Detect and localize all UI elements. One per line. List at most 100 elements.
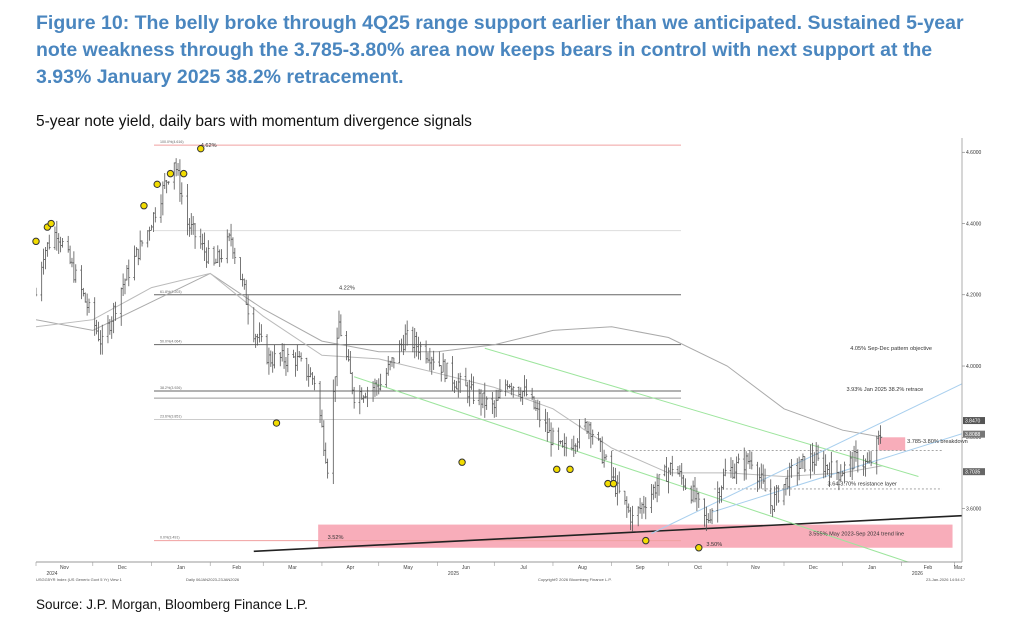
x-axis: Nov Dec Jan Feb Mar Apr May Jun Jul Aug Sep Oct Nov D… <box>35 562 963 577</box>
ohlc-bar <box>551 427 555 446</box>
annotation-5: 3.93% Jan 2025 38.2% retrace <box>846 387 923 393</box>
y-tick-label-2: 4.2000 <box>966 293 982 299</box>
divergence-signal-3 <box>140 201 148 210</box>
divergence-signal-8 <box>272 419 281 427</box>
ohlc-bar <box>61 237 64 248</box>
ohlc-bar <box>154 207 157 223</box>
x-month-label-16: Mar <box>954 565 963 571</box>
ohlc-bar <box>684 478 687 491</box>
x-month-label-11: Oct <box>694 565 702 571</box>
ohlc-bar <box>777 485 780 503</box>
annotation-0: 4.62% <box>201 143 217 149</box>
x-month-label-15: Feb <box>924 565 933 571</box>
ohlc-bar <box>564 436 568 457</box>
figure-title: Figure 10: The belly broke through 4Q25 … <box>36 12 964 88</box>
ohlc-bar <box>710 508 714 525</box>
ohlc-bar <box>47 234 51 250</box>
x-month-label-7: Jun <box>462 565 470 571</box>
ohlc-bar <box>670 455 674 477</box>
ohlc-bar <box>193 223 197 249</box>
ohlc-bar <box>87 298 91 313</box>
x-year-label-1: 2025 <box>448 571 459 577</box>
ohlc-bar <box>366 386 369 408</box>
annotation-4: 4.05% Sep-Dec pattern objective <box>850 346 932 352</box>
ohlc-bar <box>525 379 528 397</box>
annotation-1: 4.22% <box>339 286 355 292</box>
ohlc-bar <box>379 373 382 391</box>
trend-line-2 <box>484 347 919 477</box>
level-label-3: 50.0%(4.064) <box>160 340 182 344</box>
last-value-label-0: 3.8470 <box>965 418 981 424</box>
ohlc-bar <box>737 453 740 464</box>
footer-mid: Daily 06JAN2023-23JAN2026 <box>186 577 240 582</box>
ohlc-bar <box>220 249 223 263</box>
bloomberg-footer: USGG5YR Index (US Generic Govt 5 Yr) Vie… <box>36 577 966 582</box>
trend-lines-layer <box>253 347 962 562</box>
zone-0 <box>318 524 953 548</box>
ohlc-bar <box>273 344 276 369</box>
ohlc-bar <box>763 468 767 492</box>
last-value-label-1: 3.8088 <box>965 432 981 438</box>
level-label-0: 100.0%(4.616) <box>160 140 184 144</box>
zone-1 <box>878 437 906 451</box>
annotation-6: 3.785-3.80% breakdown <box>907 439 968 445</box>
ohlc-bar <box>286 347 290 373</box>
moving-average-0 <box>36 272 883 438</box>
ohlc-bar <box>260 324 263 342</box>
ohlc-bar <box>830 451 833 478</box>
x-month-label-6: May <box>403 565 413 571</box>
footer-right: 23-Jan-2026 14:54:17 <box>926 577 966 582</box>
divergence-signal-7 <box>197 144 205 153</box>
trend-line-0 <box>253 514 962 553</box>
x-month-label-0: Nov <box>60 565 69 571</box>
x-month-label-8: Jul <box>520 565 526 571</box>
ohlc-bar <box>498 379 502 399</box>
ohlc-bar <box>233 247 237 265</box>
divergence-signals-layer <box>32 144 703 552</box>
ohlc-bars-layer <box>36 158 882 532</box>
x-month-label-2: Jan <box>177 565 185 571</box>
ohlc-bar <box>538 400 542 428</box>
trend-line-3 <box>651 383 962 534</box>
ohlc-bar <box>140 240 144 247</box>
ohlc-bar <box>36 287 38 297</box>
divergence-signal-14 <box>642 536 650 545</box>
ohlc-bar <box>326 458 329 479</box>
x-month-label-4: Mar <box>288 565 297 571</box>
footer-left: USGG5YR Index (US Generic Govt 5 Yr) Vie… <box>36 577 123 582</box>
divergence-signal-15 <box>695 544 703 552</box>
ohlc-bar <box>604 454 608 461</box>
level-label-7: 0.0%(3.491) <box>160 536 180 540</box>
x-month-label-3: Feb <box>232 565 241 571</box>
last-value-box-1 <box>963 430 985 438</box>
last-value-box-0 <box>963 417 985 425</box>
y-tick-label-4: 3.8000 <box>966 435 982 441</box>
ohlc-bar <box>803 456 807 473</box>
x-month-label-5: Apr <box>346 565 354 571</box>
trend-line-1 <box>353 376 910 562</box>
divergence-signal-13 <box>609 479 618 488</box>
ohlc-bar <box>100 324 104 355</box>
ohlc-bar <box>511 386 515 398</box>
ohlc-bar <box>591 429 595 445</box>
ohlc-bar <box>445 362 449 379</box>
ohlc-bar <box>879 425 882 444</box>
plot-background <box>36 138 962 562</box>
ohlc-bar <box>485 396 488 410</box>
ohlc-bar <box>723 458 727 477</box>
annotation-3: 3.50% <box>706 542 722 548</box>
x-month-label-9: Aug <box>578 565 587 571</box>
divergence-signal-9 <box>458 458 466 466</box>
level-label-6: 23.6%(3.851) <box>160 414 182 418</box>
x-month-label-1: Dec <box>118 565 127 571</box>
ohlc-bar <box>74 264 78 283</box>
y-axis: 4.6000 4.4000 4.2000 4.0000 3.8000 3.6000 3.84… <box>962 150 985 512</box>
ohlc-bar <box>339 314 343 337</box>
divergence-signal-6 <box>180 169 188 178</box>
last-value-label-2: 3.7035 <box>965 469 981 475</box>
ohlc-bar <box>750 451 754 470</box>
level-label-2: 61.8%(4.203) <box>160 290 182 294</box>
ohlc-bar <box>697 492 701 508</box>
ohlc-bar <box>790 458 793 478</box>
ohlc-bar <box>313 375 316 391</box>
